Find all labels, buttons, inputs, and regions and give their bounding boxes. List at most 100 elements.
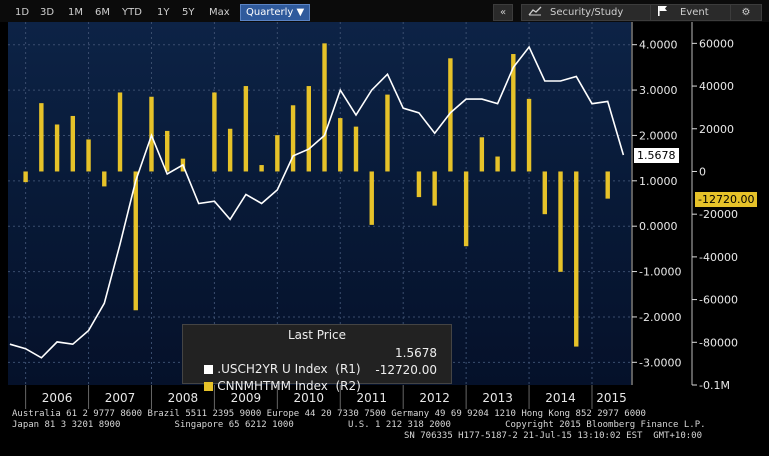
x-tick-label: 2006 [42, 391, 73, 405]
bar-32 [526, 98, 532, 172]
bar-14 [243, 86, 249, 172]
x-tick-label: 2013 [482, 391, 513, 405]
range-1d-button[interactable]: 1D [15, 7, 30, 18]
legend-label-r1: .USCH2YR U Index (R1) [217, 362, 361, 376]
bar-9 [165, 130, 170, 172]
bar-16 [275, 135, 280, 172]
bar-35 [574, 171, 579, 347]
security-study-label: Security/Study [550, 7, 624, 18]
x-tick-label: 2015 [596, 391, 627, 405]
bar-2 [54, 124, 60, 172]
r1-tick-label: 3.0000 [639, 84, 678, 97]
bar-7 [133, 171, 138, 311]
range-ytd-button[interactable]: YTD [122, 7, 142, 18]
range-5y-button[interactable]: 5Y [182, 7, 195, 18]
right-axis-r1: 4.0000 3.0000 2.0000 1.0000 0.0000 -1.0000 -2.… [631, 22, 681, 385]
settings-button[interactable]: ⚙ [730, 4, 762, 21]
range-1y-button[interactable]: 1Y [157, 7, 170, 18]
bar-15 [259, 165, 264, 172]
range-6m-button[interactable]: 6M [95, 7, 110, 18]
legend-value-r1: 1.5678 [395, 346, 437, 360]
bar-23 [385, 94, 390, 172]
security-study-button[interactable]: Security/Study [521, 4, 653, 21]
r2-tick-label: -0.1M [699, 379, 730, 392]
footer: Australia 61 2 9777 8600 Brazil 5511 239… [0, 409, 769, 456]
bar-29 [479, 137, 485, 172]
chart: 2006 2007 2008 2009 2010 2011 2012 2013 2014 2015… [8, 22, 738, 409]
bar-21 [353, 126, 359, 172]
r2-tick-label: -20000 [699, 208, 738, 221]
legend-row-r1: .USCH2YR U Index (R1) [189, 345, 361, 376]
legend-row-r2: CNNMHTMM Index (R2) [189, 362, 361, 393]
gear-icon: ⚙ [741, 7, 751, 18]
bar-30 [495, 156, 500, 172]
x-tick-label: 2012 [419, 391, 450, 405]
r2-tick-label: -60000 [699, 294, 738, 307]
event-button[interactable]: Event [650, 4, 734, 21]
r2-tick-label: 20000 [699, 123, 734, 136]
r1-tick-label: 1.0000 [639, 175, 678, 188]
r1-tick-label: 4.0000 [639, 39, 678, 52]
r2-tick-label: 60000 [699, 37, 734, 50]
r1-tick-label: -2.0000 [639, 311, 681, 324]
right-axis-r2: 60000 40000 20000 0 -20000 -40000 -60000 -80000… [691, 22, 738, 392]
x-tick-label: 2009 [231, 391, 262, 405]
bar-13 [227, 128, 233, 172]
legend-swatch-r1 [204, 365, 214, 374]
r2-tick-label: -40000 [699, 251, 738, 264]
bar-22 [369, 171, 374, 225]
bar-31 [511, 54, 516, 172]
chart-toolbar: 1D 3D 1M 6M YTD 1Y 5Y Max Quarterly ▼ « … [0, 0, 769, 22]
line-series [9, 45, 625, 359]
bar-3 [70, 115, 76, 172]
r2-tick-label: -80000 [699, 336, 738, 349]
bar-0 [23, 171, 28, 183]
event-label: Event [680, 7, 709, 18]
footer-line-2: Japan 81 3 3201 8900 Singapore 65 6212 1… [12, 420, 706, 430]
collapse-button[interactable]: « [493, 4, 514, 21]
x-axis: 2006 2007 2008 2009 2010 2011 2012 2013 2014 2015 [8, 385, 631, 409]
x-tick-label: 2010 [294, 391, 325, 405]
bar-33 [542, 171, 547, 215]
bar-28 [463, 171, 469, 247]
bar-17 [290, 105, 296, 172]
bar-25 [416, 171, 422, 198]
bar-26 [432, 171, 437, 206]
footer-line-1: Australia 61 2 9777 8600 Brazil 5511 239… [12, 409, 646, 419]
x-tick-label: 2011 [356, 391, 387, 405]
x-tick-label: 2008 [168, 391, 199, 405]
legend-swatch-r2 [204, 382, 214, 391]
bar-19 [322, 43, 327, 172]
legend-label-r2: CNNMHTMM Index (R2) [217, 379, 361, 393]
last-price-tag-r1: 1.5678 [634, 148, 679, 164]
line-chart-icon [528, 6, 542, 16]
r2-tick-label: 40000 [699, 80, 734, 93]
range-max-button[interactable]: Max [209, 7, 230, 18]
bar-20 [338, 118, 343, 172]
r1-tick-label: 0.0000 [639, 220, 678, 233]
last-price-tag-r2: -12720.00 [695, 191, 758, 207]
r1-tick-label: -3.0000 [639, 356, 681, 369]
legend-value-r2: -12720.00 [375, 363, 437, 377]
r2-tick-label: 0 [699, 165, 706, 178]
x-tick-label: 2014 [545, 391, 576, 405]
bar-series [23, 43, 610, 347]
x-tick-label: 2007 [105, 391, 136, 405]
bar-34 [558, 171, 563, 272]
range-1m-button[interactable]: 1M [68, 7, 83, 18]
period-dropdown[interactable]: Quarterly ▼ [240, 4, 311, 21]
legend-title: Last Price [287, 328, 347, 342]
bar-27 [448, 58, 453, 172]
range-3d-button[interactable]: 3D [40, 7, 55, 18]
x-axis-band [8, 385, 631, 409]
r1-tick-label: 2.0000 [639, 129, 678, 142]
flag-icon [658, 6, 667, 16]
bar-6 [117, 92, 123, 172]
bar-4 [86, 139, 91, 172]
r1-tick-label: -1.0000 [639, 266, 681, 279]
bar-1 [39, 103, 44, 172]
bar-12 [212, 92, 217, 172]
footer-line-3: SN 706335 H177-5187-2 21-Jul-15 13:10:02… [404, 431, 703, 441]
bar-18 [306, 86, 312, 172]
legend: Last Price .USCH2YR U Index (R1) 1.5678 … [182, 324, 452, 393]
